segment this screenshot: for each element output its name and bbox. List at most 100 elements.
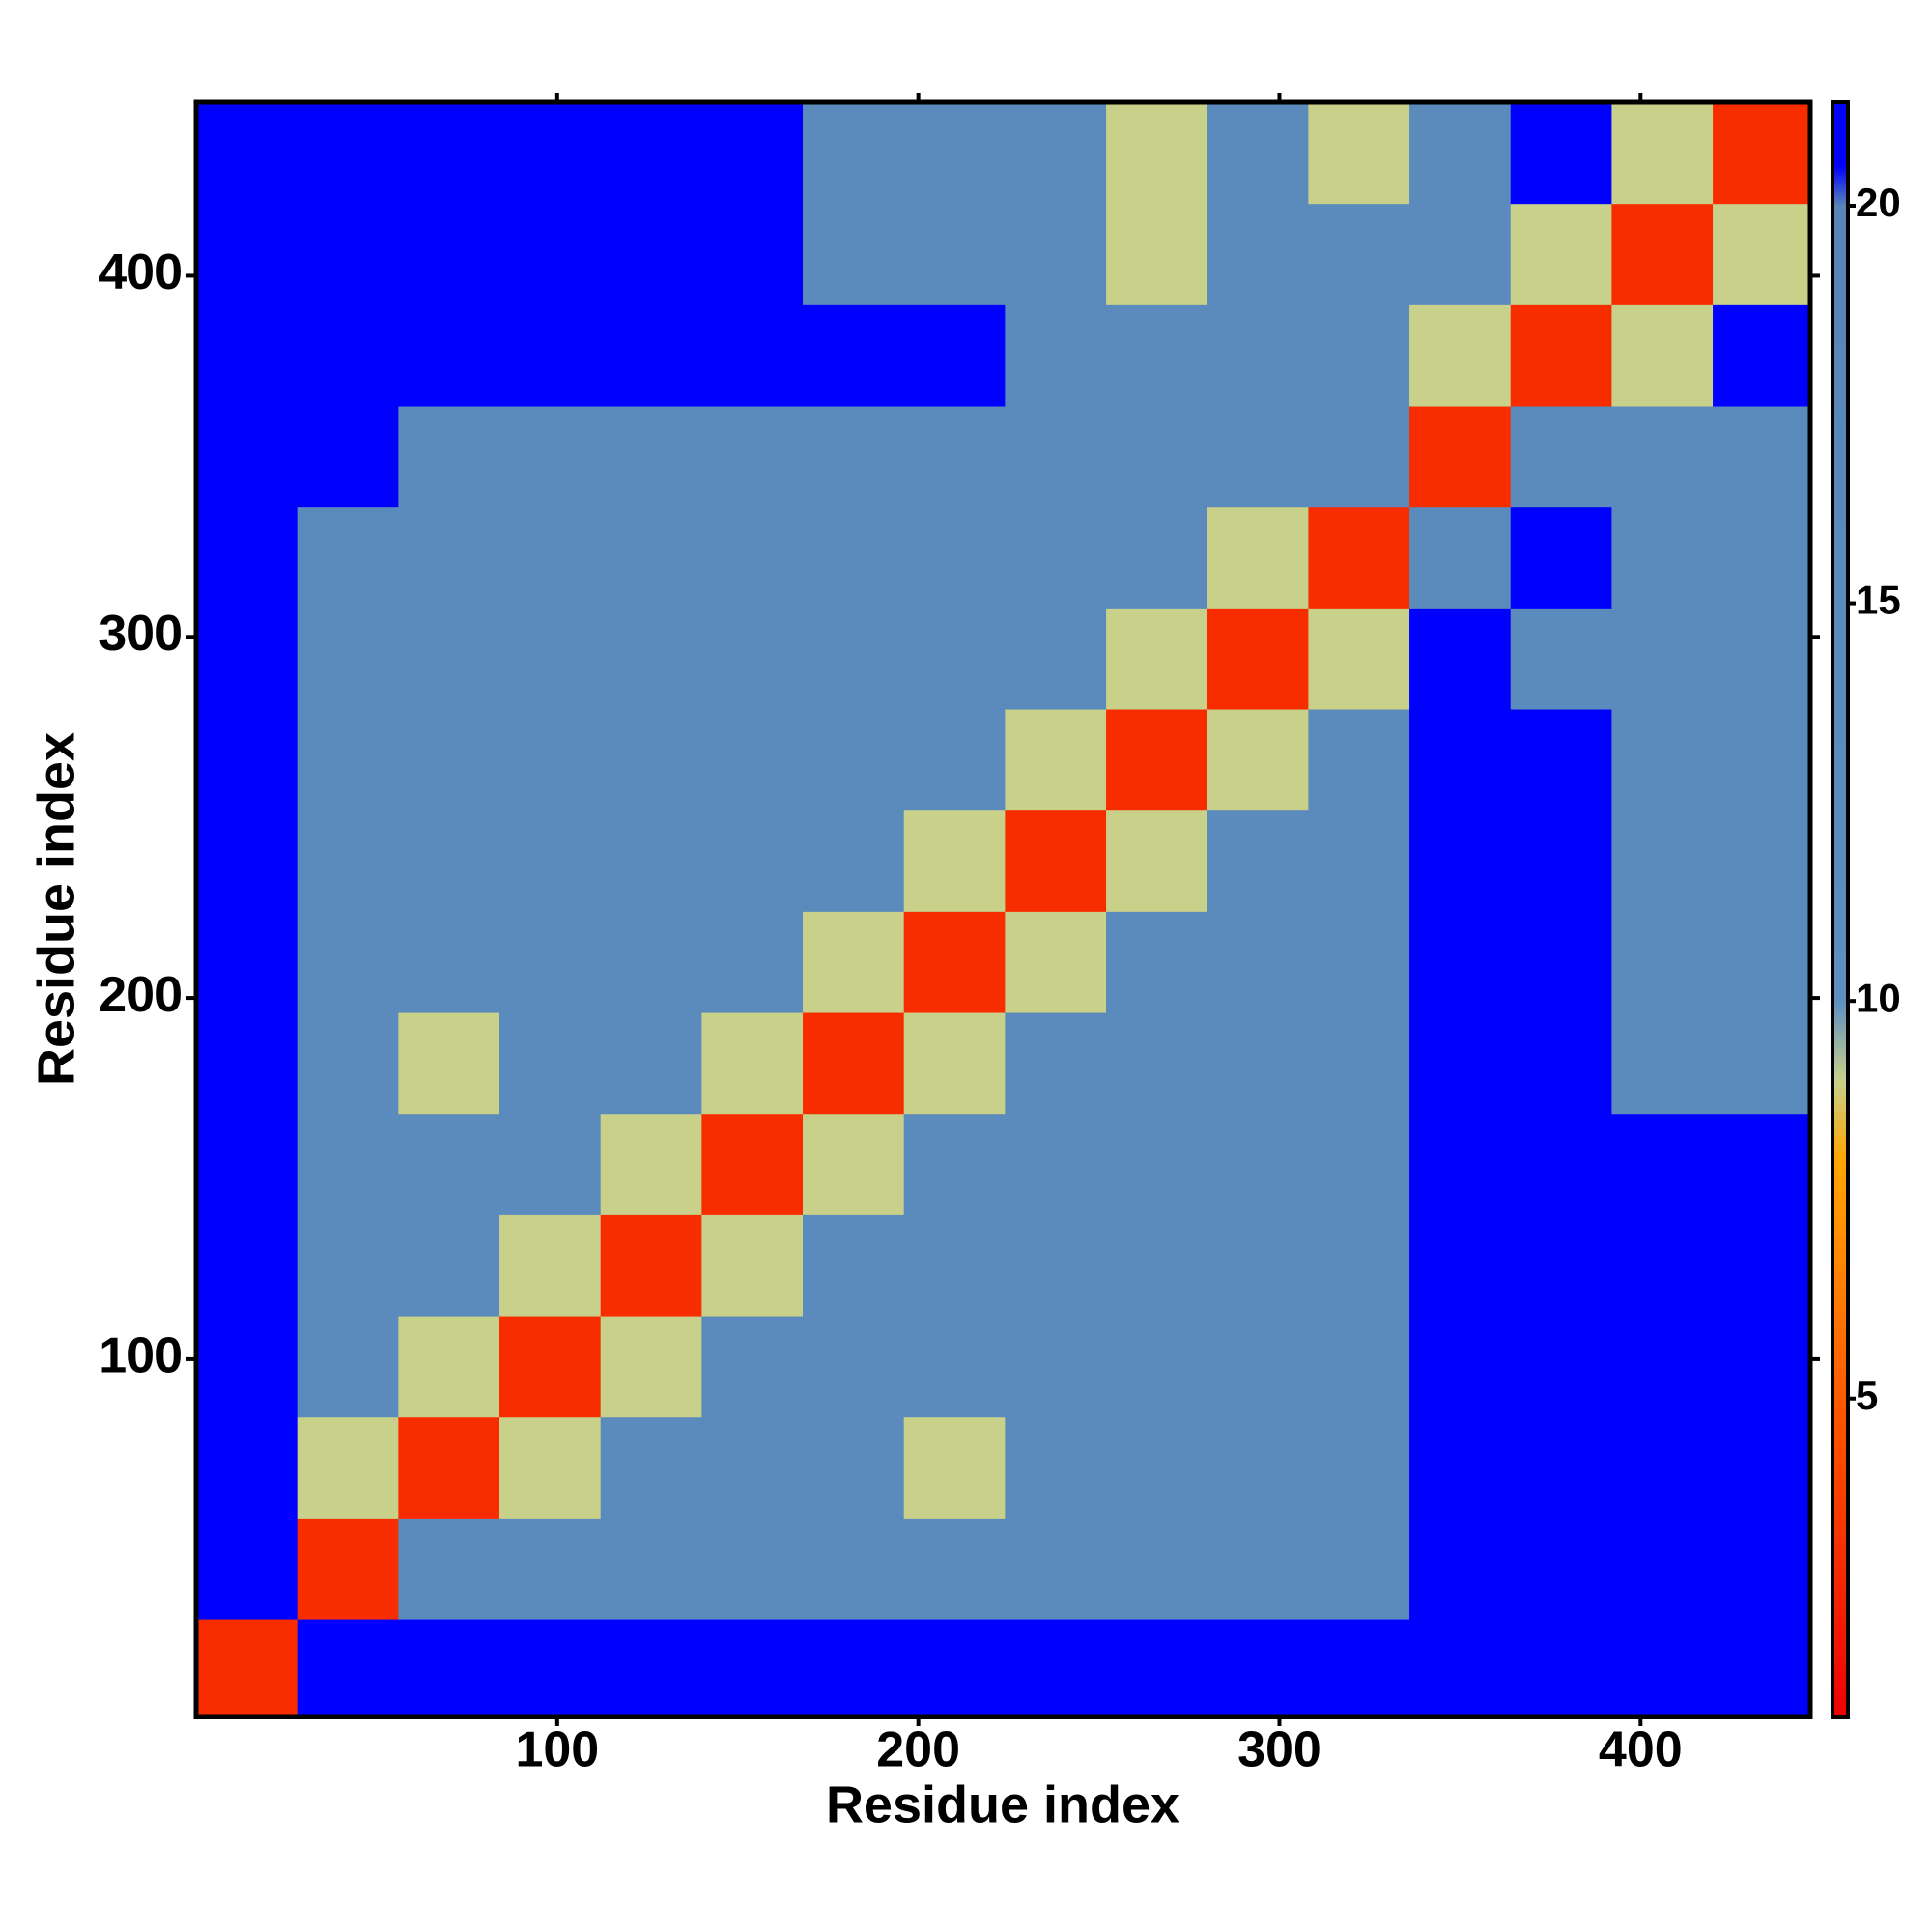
heatmap-cell [499, 911, 602, 1013]
heatmap-cell [196, 1113, 298, 1215]
heatmap-cell [398, 102, 500, 205]
heatmap-cell [1207, 1316, 1309, 1418]
heatmap-cell [398, 506, 500, 609]
heatmap-cell [1308, 1416, 1410, 1519]
heatmap-cell [903, 406, 1006, 508]
heatmap-cell [1207, 304, 1309, 407]
heatmap-cell [1409, 911, 1512, 1013]
heatmap-cell [1611, 1113, 1714, 1215]
heatmap-cell [1005, 1113, 1107, 1215]
heatmap-cell [701, 102, 804, 205]
heatmap-cell [1611, 810, 1714, 912]
colorbar-tick-label: 20 [1856, 180, 1901, 225]
colorbar-tick-label: 5 [1856, 1373, 1878, 1418]
heatmap-cell [499, 1214, 602, 1317]
heatmap-cell [398, 1518, 500, 1620]
heatmap-cell [297, 102, 399, 205]
heatmap-cell [600, 608, 702, 710]
heatmap-cell [398, 1012, 500, 1115]
heatmap-cell [1106, 203, 1208, 305]
heatmap-cell [1611, 203, 1714, 305]
heatmap-cell [499, 1316, 602, 1418]
heatmap-cell [196, 709, 298, 811]
heatmap-cell [1713, 1316, 1810, 1418]
heatmap-cell [1207, 1619, 1309, 1717]
heatmap-cell [196, 506, 298, 609]
heatmap-cell [701, 1518, 804, 1620]
heatmap-cell [1106, 1012, 1208, 1115]
heatmap-cell [803, 304, 905, 407]
heatmap-cell [600, 102, 702, 205]
heatmap-cell [398, 709, 500, 811]
heatmap-cell [1005, 911, 1107, 1013]
heatmap-cell [803, 1518, 905, 1620]
heatmap-cell [1207, 1012, 1309, 1115]
heatmap-cell [1713, 1416, 1810, 1519]
heatmap-cell [1409, 709, 1512, 811]
heatmap-cell [1611, 911, 1714, 1013]
heatmap-cell [1005, 102, 1107, 205]
heatmap-cell [600, 506, 702, 609]
heatmap-cell [196, 810, 298, 912]
heatmap-cell [1510, 1214, 1612, 1317]
heatmap-cell [1409, 1316, 1512, 1418]
heatmap-cell [1713, 1113, 1810, 1215]
heatmap-cell [803, 709, 905, 811]
heatmap-cell [398, 810, 500, 912]
heatmap-cell [600, 1416, 702, 1519]
heatmap-cell [803, 506, 905, 609]
heatmap-cell [803, 203, 905, 305]
heatmap-cell [499, 1416, 602, 1519]
heatmap-cell [1005, 709, 1107, 811]
heatmap-cell [499, 608, 602, 710]
heatmap-cell [600, 1214, 702, 1317]
heatmap-cell [701, 1113, 804, 1215]
heatmap-cell [701, 506, 804, 609]
heatmap-cell [903, 304, 1006, 407]
heatmap-cell [1106, 1214, 1208, 1317]
heatmap-cell [1005, 608, 1107, 710]
colorbar-tick-label: 15 [1856, 578, 1901, 623]
heatmap-cell [499, 709, 602, 811]
heatmap-cell [1611, 1619, 1714, 1717]
heatmap-cell [803, 102, 905, 205]
heatmap-cell [297, 1113, 399, 1215]
heatmap-cell [903, 1012, 1006, 1115]
heatmap-cell [1611, 608, 1714, 710]
heatmap-cell [499, 304, 602, 407]
heatmap-cell [1207, 810, 1309, 912]
heatmap-cell [499, 810, 602, 912]
heatmap-cell [803, 1012, 905, 1115]
heatmap-cell [297, 1214, 399, 1317]
heatmap-cell [701, 1416, 804, 1519]
heatmap-cell [1207, 1214, 1309, 1317]
heatmap-cell [1409, 406, 1512, 508]
heatmap-cell [1106, 810, 1208, 912]
heatmap-cell [1611, 304, 1714, 407]
heatmap-cell [1308, 506, 1410, 609]
heatmap-cell [1510, 304, 1612, 407]
heatmap-cell [1713, 406, 1810, 508]
heatmap-cell [1207, 709, 1309, 811]
heatmap-cell [1713, 1214, 1810, 1317]
heatmap-cell [1308, 608, 1410, 710]
heatmap-cell [903, 203, 1006, 305]
heatmap-cell [600, 1012, 702, 1115]
heatmap-cell [1308, 102, 1410, 205]
heatmap-cell [1409, 810, 1512, 912]
heatmap-cell [701, 911, 804, 1013]
heatmap-cell [1713, 709, 1810, 811]
x-axis-title: Residue index [826, 1776, 1179, 1833]
heatmap-cell [196, 911, 298, 1013]
heatmap-cell [1713, 1518, 1810, 1620]
heatmap-cell [1005, 1012, 1107, 1115]
heatmap-cell [803, 608, 905, 710]
heatmap-cell [398, 1316, 500, 1418]
heatmap-cell [1510, 911, 1612, 1013]
heatmap-cell [1005, 506, 1107, 609]
heatmap-cell [297, 304, 399, 407]
heatmap-cell [1713, 810, 1810, 912]
heatmap-cell [600, 810, 702, 912]
heatmap-cell [499, 506, 602, 609]
heatmap-cell [1713, 1619, 1810, 1717]
